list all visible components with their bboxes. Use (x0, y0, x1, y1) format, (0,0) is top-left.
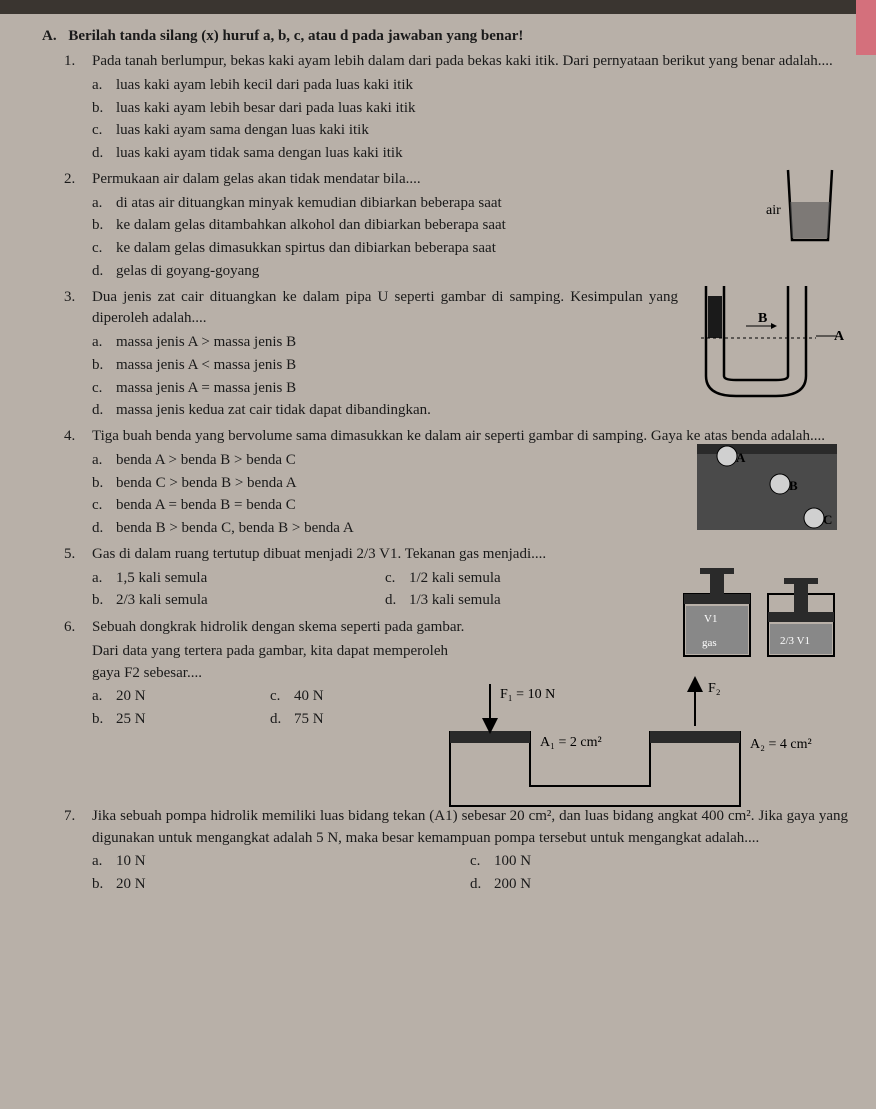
opt-letter: c. (92, 495, 116, 517)
q1-b: luas kaki ayam lebih besar dari pada lua… (116, 98, 848, 120)
q4-d: benda B > benda C, benda B > benda A (116, 518, 678, 540)
opt-letter: c. (385, 568, 409, 590)
hydraulic-f1: F₁ = 10 N (500, 687, 555, 702)
q5-b: 2/3 kali semula (116, 590, 385, 612)
q4-b: benda C > benda B > benda A (116, 473, 678, 495)
section-label: A. (42, 28, 57, 45)
figure-hydraulic: F₁ = 10 N F₂ A₁ = 2 cm² A₂ = 4 cm² (430, 676, 830, 826)
opt-letter: a. (92, 686, 116, 708)
hydraulic-a1: A₁ = 2 cm² (540, 735, 602, 750)
q1-num: 1. (64, 51, 75, 73)
q6-num: 6. (64, 617, 75, 639)
q6-text2: Dari data yang tertera pada gambar, kita… (92, 641, 448, 685)
q3-num: 3. (64, 287, 75, 309)
piston-v1: V1 (704, 613, 717, 625)
q1-a: luas kaki ayam lebih kecil dari pada lua… (116, 75, 848, 97)
utube-label-b: B (758, 311, 767, 326)
opt-letter: b. (92, 355, 116, 377)
opt-letter: b. (92, 215, 116, 237)
q5-c: 1/2 kali semula (409, 568, 678, 590)
q2-c: ke dalam gelas dimasukkan spirtus dan di… (116, 238, 718, 260)
hydraulic-f2: F₂ (708, 681, 721, 696)
opt-letter: d. (92, 143, 116, 165)
q5-num: 5. (64, 544, 75, 566)
section-title: Berilah tanda silang (x) huruf a, b, c, … (68, 28, 523, 44)
opt-letter: a. (92, 332, 116, 354)
glass-label: air (766, 203, 781, 218)
opt-letter: b. (92, 590, 116, 612)
q2-d: gelas di goyang-goyang (116, 261, 718, 283)
q5-d: 1/3 kali semula (409, 590, 678, 612)
opt-letter: b. (92, 98, 116, 120)
opt-letter: c. (92, 378, 116, 400)
q6-c: 40 N (294, 686, 448, 708)
opt-letter: d. (92, 261, 116, 283)
q7-num: 7. (64, 806, 75, 828)
q6-b: 25 N (116, 709, 270, 731)
section-header: A. Berilah tanda silang (x) huruf a, b, … (42, 28, 848, 45)
q1-c: luas kaki ayam sama dengan luas kaki iti… (116, 120, 848, 142)
piston-gas: gas (702, 637, 717, 649)
opt-letter: a. (92, 568, 116, 590)
float-a: A (736, 450, 746, 465)
float-b: B (789, 478, 798, 493)
figure-utube: B A (686, 276, 846, 416)
q3-a: massa jenis A > massa jenis B (116, 332, 678, 354)
question-2: 2. Permukaan air dalam gelas akan tidak … (42, 169, 848, 283)
q2-a: di atas air dituangkan minyak kemudian d… (116, 193, 718, 215)
opt-letter: d. (92, 400, 116, 422)
opt-letter: b. (92, 709, 116, 731)
q7-a: 10 N (116, 851, 470, 873)
q3-c: massa jenis A = massa jenis B (116, 378, 678, 400)
q2-b: ke dalam gelas ditambahkan alkohol dan d… (116, 215, 718, 237)
q6-a: 20 N (116, 686, 270, 708)
q1-d: luas kaki ayam tidak sama dengan luas ka… (116, 143, 848, 165)
q3-d: massa jenis kedua zat cair tidak dapat d… (116, 400, 678, 422)
hydraulic-a2: A₂ = 4 cm² (750, 737, 812, 752)
opt-letter: a. (92, 193, 116, 215)
opt-letter: c. (92, 120, 116, 142)
q7-b: 20 N (116, 874, 470, 896)
opt-letter: b. (92, 874, 116, 896)
opt-letter: d. (92, 518, 116, 540)
q3-b: massa jenis A < massa jenis B (116, 355, 678, 377)
q2-num: 2. (64, 169, 75, 191)
figure-glass: air (758, 162, 848, 252)
opt-letter: a. (92, 75, 116, 97)
opt-letter: a. (92, 450, 116, 472)
q1-text: Pada tanah berlumpur, bekas kaki ayam le… (92, 51, 848, 73)
q4-a: benda A > benda B > benda C (116, 450, 678, 472)
opt-letter: c. (470, 851, 494, 873)
q5-a: 1,5 kali semula (116, 568, 385, 590)
q4-num: 4. (64, 426, 75, 448)
figure-floating: A B C (692, 436, 842, 536)
figure-pistons: V1 gas 2/3 V1 (676, 564, 846, 664)
opt-letter: a. (92, 851, 116, 873)
question-1: 1. Pada tanah berlumpur, bekas kaki ayam… (42, 51, 848, 165)
opt-letter: d. (270, 709, 294, 731)
opt-letter: d. (470, 874, 494, 896)
opt-letter: b. (92, 473, 116, 495)
q5-text: Gas di dalam ruang tertutup dibuat menja… (92, 544, 678, 566)
piston-v2: 2/3 V1 (780, 635, 810, 647)
q4-c: benda A = benda B = benda C (116, 495, 678, 517)
float-c: C (823, 512, 832, 527)
utube-label-a: A (834, 329, 845, 344)
q7-d: 200 N (494, 874, 848, 896)
opt-letter: c. (270, 686, 294, 708)
opt-letter: c. (92, 238, 116, 260)
opt-letter: d. (385, 590, 409, 612)
q3-text: Dua jenis zat cair dituangkan ke dalam p… (92, 287, 678, 331)
q7-c: 100 N (494, 851, 848, 873)
q2-text: Permukaan air dalam gelas akan tidak men… (92, 169, 718, 191)
q6-d: 75 N (294, 709, 448, 731)
